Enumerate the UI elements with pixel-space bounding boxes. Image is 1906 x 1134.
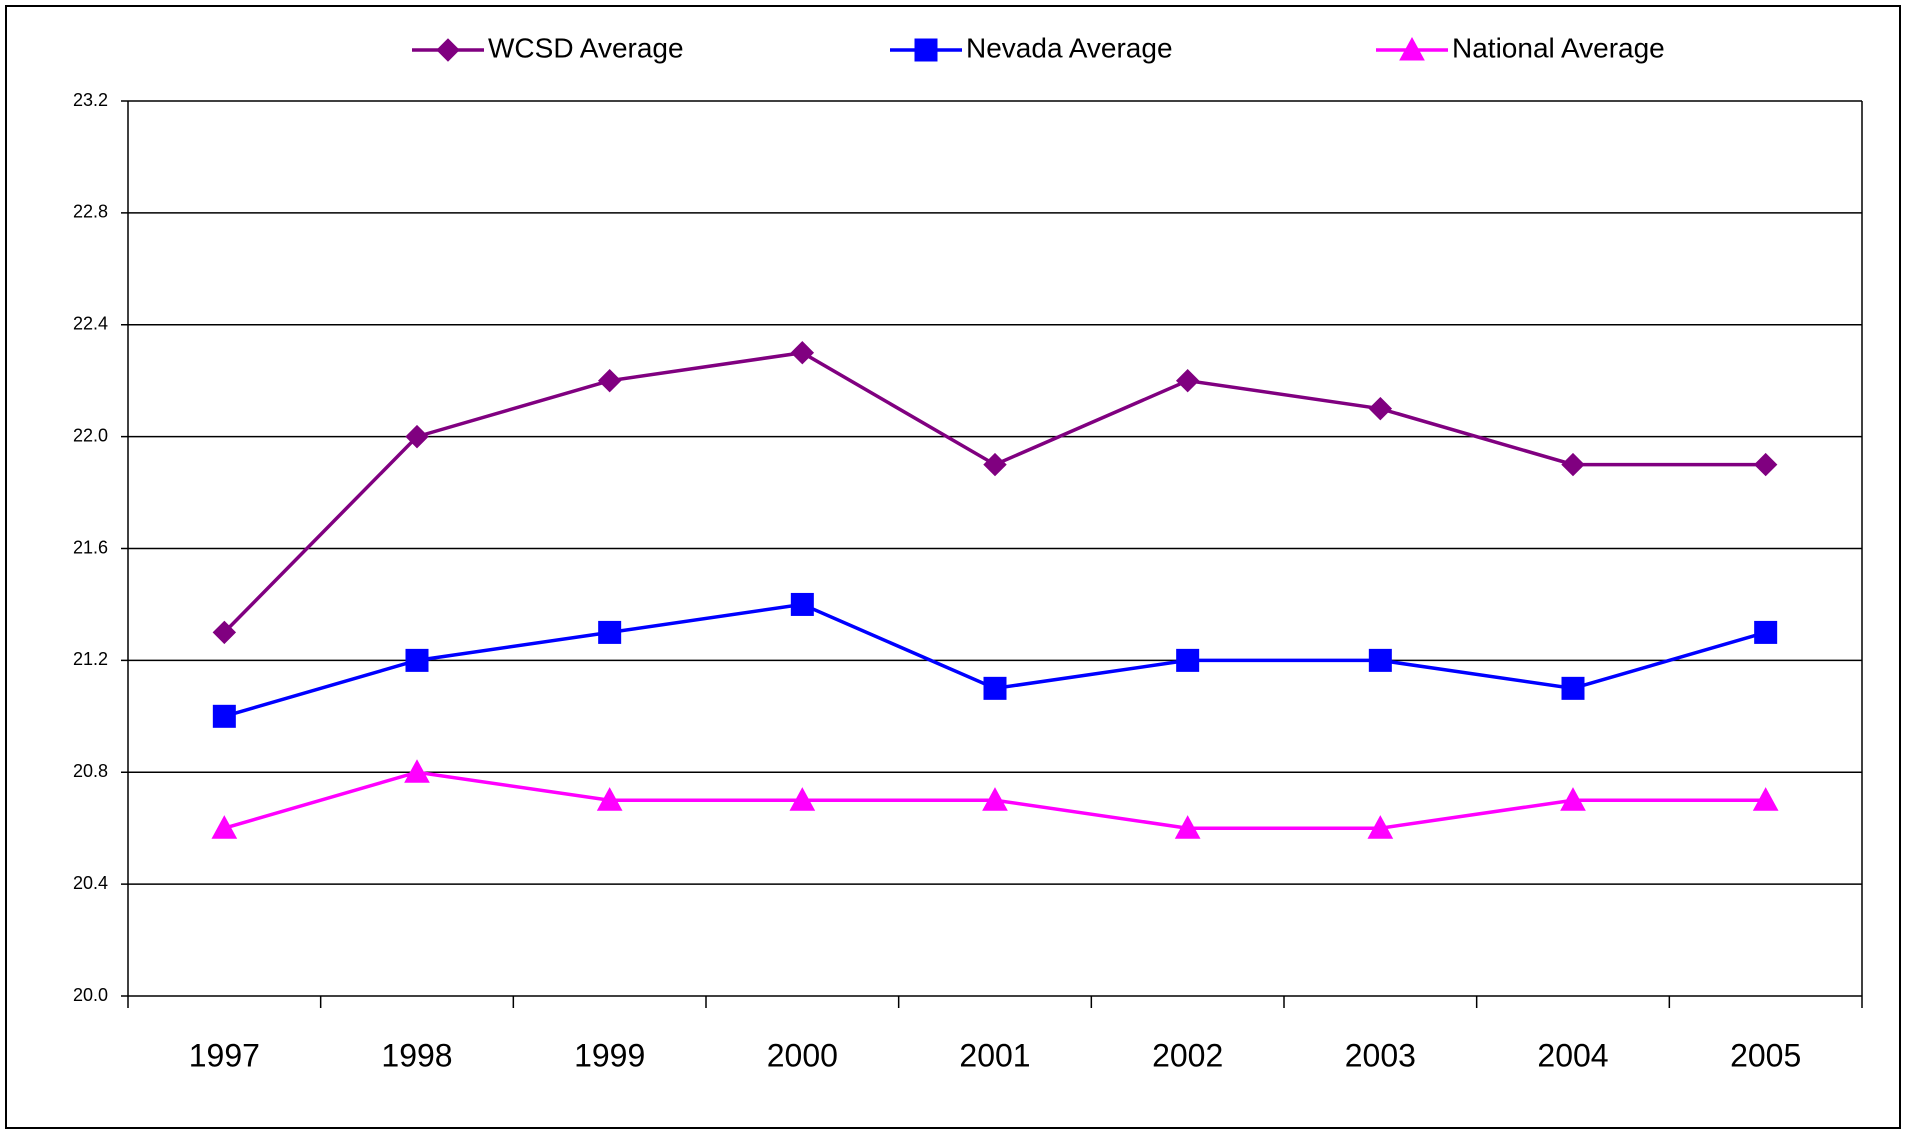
- x-tick-label: 2005: [1730, 1037, 1801, 1073]
- data-point: [983, 452, 1007, 477]
- data-point: [598, 620, 622, 644]
- x-tick-label: 2003: [1345, 1037, 1416, 1073]
- data-point: [982, 787, 1008, 811]
- data-point: [983, 676, 1007, 700]
- data-point: [1754, 620, 1778, 644]
- data-point: [597, 368, 622, 393]
- data-point: [212, 704, 236, 728]
- data-point: [1561, 676, 1585, 700]
- data-point: [1561, 452, 1585, 477]
- legend-label: National Average: [1452, 32, 1665, 63]
- y-tick-label: 20.0: [73, 985, 108, 1005]
- data-point: [789, 787, 816, 811]
- y-tick-label: 21.6: [73, 537, 108, 557]
- legend-marker: [436, 38, 460, 62]
- data-point: [1368, 396, 1393, 421]
- y-tick-label: 22.0: [73, 425, 108, 445]
- x-tick-label: 2001: [959, 1037, 1030, 1073]
- data-point: [790, 592, 814, 616]
- data-point: [405, 648, 429, 672]
- data-point: [1752, 787, 1779, 811]
- data-point: [1560, 787, 1586, 811]
- legend-label: WCSD Average: [488, 32, 684, 63]
- data-point: [1368, 648, 1392, 672]
- y-tick-label: 22.4: [73, 314, 108, 334]
- data-point: [1367, 815, 1394, 839]
- legend-marker: [914, 38, 938, 62]
- data-point: [1753, 452, 1778, 477]
- x-tick-label: 2000: [767, 1037, 838, 1073]
- y-tick-label: 21.2: [73, 649, 108, 669]
- x-tick-label: 1998: [381, 1037, 452, 1073]
- legend-marker: [1399, 36, 1425, 61]
- x-tick-label: 2004: [1537, 1037, 1608, 1073]
- data-point: [212, 620, 237, 645]
- legend-label: Nevada Average: [966, 32, 1173, 63]
- data-point: [1174, 815, 1201, 839]
- data-point: [404, 759, 430, 783]
- y-tick-label: 22.8: [73, 202, 108, 222]
- data-point: [405, 424, 429, 449]
- x-tick-label: 1997: [189, 1037, 260, 1073]
- data-point: [1176, 648, 1200, 672]
- chart-border: [5, 5, 1901, 1129]
- y-tick-label: 23.2: [73, 90, 108, 110]
- y-tick-label: 20.4: [73, 873, 108, 893]
- data-point: [1175, 368, 1200, 393]
- y-tick-label: 20.8: [73, 761, 108, 781]
- data-point: [596, 787, 623, 811]
- x-tick-label: 1999: [574, 1037, 645, 1073]
- data-point: [211, 815, 238, 839]
- x-tick-label: 2002: [1152, 1037, 1223, 1073]
- data-point: [790, 341, 815, 365]
